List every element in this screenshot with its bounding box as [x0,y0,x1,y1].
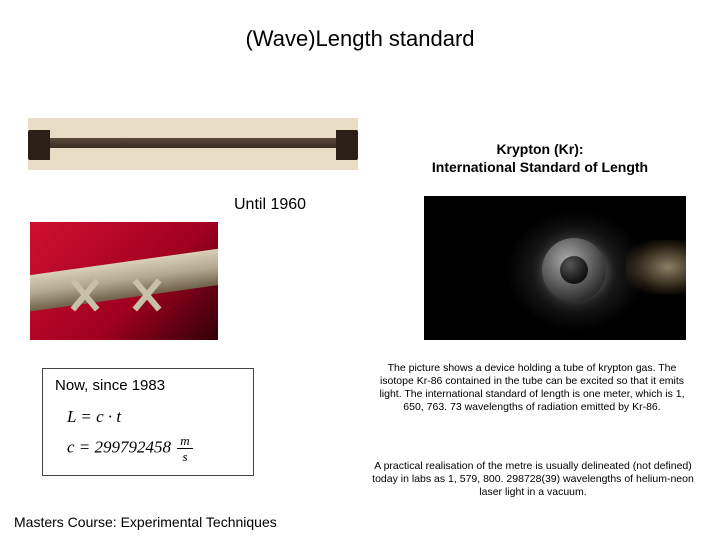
meter-bar-end-left [28,130,50,160]
now-box: Now, since 1983 L = c · t c = 299792458 … [42,368,254,476]
equation-speed-of-light: c = 299792458 m s [67,434,241,463]
cross-section-image [30,222,218,340]
krypton-lens-inner [560,256,588,284]
meter-bar-rod [42,138,344,148]
footer-text: Masters Course: Experimental Techniques [14,514,277,530]
slide-title: (Wave)Length standard [0,0,720,52]
equation-c-lhs: c = 299792458 [67,437,171,456]
now-label: Now, since 1983 [55,377,241,394]
meter-bar-bg [28,118,358,170]
krypton-description: The picture shows a device holding a tub… [372,362,692,415]
equation-length: L = c · t [67,404,241,430]
meter-bar-image [28,118,358,170]
cross-section-support-icon [130,278,164,312]
krypton-device-image [424,196,686,340]
until-label: Until 1960 [234,196,306,214]
krypton-heading: Krypton (Kr): International Standard of … [380,140,700,176]
meter-bar-end-right [336,130,358,160]
equation-c-unit: m s [177,434,192,463]
krypton-heading-line2: International Standard of Length [432,159,648,175]
cross-section-bar [30,246,218,314]
krypton-glow [626,240,686,294]
hene-description: A practical realisation of the metre is … [370,460,696,499]
equation-c-unit-num: m [177,434,192,449]
equation-c-unit-den: s [177,449,192,463]
cross-section-support-icon [68,278,102,312]
krypton-heading-line1: Krypton (Kr): [496,141,583,157]
